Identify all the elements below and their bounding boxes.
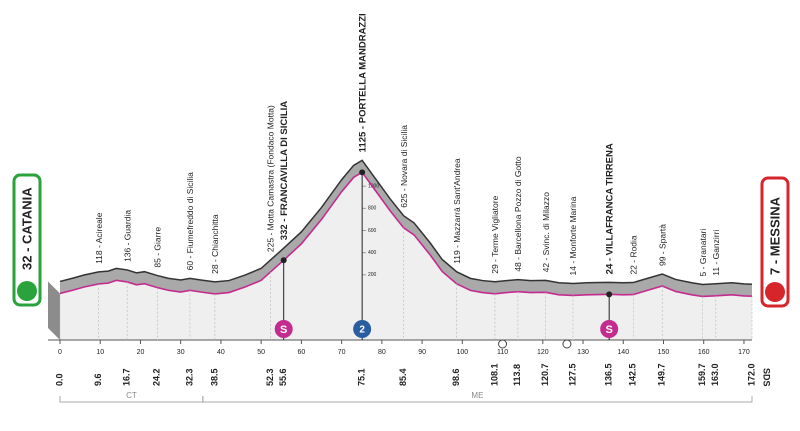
- km-tick-label: 50: [257, 349, 265, 356]
- waypoint-label: 1125 - PORTELLA MANDRAZZI: [358, 13, 369, 152]
- waypoint-label: 332 - FRANCAVILLA DI SICILIA: [279, 101, 290, 240]
- km-label: 75.1: [357, 368, 367, 386]
- elevation-tick-label: 400: [368, 250, 377, 256]
- km-label: 142.5: [628, 363, 638, 386]
- kom-label: 2: [359, 325, 365, 336]
- km-label: 108.1: [489, 363, 499, 386]
- start-label: 32 - CATANIA: [19, 187, 34, 270]
- km-tick-label: 70: [338, 349, 346, 356]
- waypoint-dot: [606, 291, 613, 298]
- km-tick-label: 130: [577, 349, 589, 356]
- timing-icon: [562, 339, 572, 349]
- waypoint-label: 625 - Novara di Sicilia: [399, 125, 409, 208]
- waypoint-label: 60 - Fiumefreddo di Sicilia: [185, 172, 195, 271]
- km-tick-label: 60: [297, 349, 305, 356]
- km-label: 127.5: [567, 363, 577, 386]
- timing-icon: [498, 339, 508, 349]
- waypoint-label: 11 - Ganzirri: [711, 230, 721, 276]
- waypoint-label: 48 - Barcellona Pozzo di Gotto: [513, 156, 523, 272]
- km-label: 55.6: [278, 368, 288, 386]
- km-tick-label: 170: [738, 349, 750, 356]
- waypoint-label: 22 - Rodia: [629, 235, 639, 274]
- waypoint-label: 14 - Monforte Marina: [568, 196, 578, 275]
- km-tick-label: 140: [617, 349, 629, 356]
- finish-sign: [760, 176, 790, 308]
- km-label: 16.7: [122, 368, 132, 386]
- waypoint-label: 29 - Terme Vigliatore: [490, 195, 500, 273]
- km-label: 113.8: [512, 364, 522, 386]
- km-label: 163.0: [710, 363, 720, 386]
- finish-icon: [765, 282, 785, 302]
- waypoint-label: 42 - Svinc. di Milazzo: [541, 192, 551, 273]
- province-bracket: [202, 396, 753, 403]
- elevation-tick-label: 200: [368, 272, 377, 278]
- km-tick-label: 150: [658, 349, 670, 356]
- km-label: 98.6: [451, 368, 461, 386]
- waypoint-label: 119 - Mazzarrà Sant'Andrea: [452, 158, 462, 264]
- elevation-tick-label: 1000: [368, 183, 379, 189]
- km-label: 0.0: [54, 373, 64, 386]
- km-label: 24.2: [152, 368, 162, 386]
- km-label: 159.7: [697, 363, 707, 386]
- waypoint-label: 225 - Motta Camastra (Fondaco Motta): [266, 105, 276, 252]
- km-label: 85.4: [398, 368, 408, 386]
- terrain-face: [60, 172, 752, 340]
- km-label: 172.0: [746, 363, 756, 386]
- sprint-label: S: [606, 324, 613, 336]
- province-label: CT: [126, 391, 137, 400]
- start-sign: [12, 173, 42, 307]
- start-icon: [17, 281, 37, 301]
- km-tick-label: 0: [58, 349, 62, 356]
- logo: SDS: [762, 368, 772, 387]
- waypoint-label: 118 - Acireale: [94, 212, 104, 264]
- km-label: 9.6: [93, 373, 103, 386]
- km-tick-label: 120: [537, 349, 549, 356]
- km-label: 149.7: [657, 363, 667, 386]
- terrain-side: [48, 281, 60, 340]
- elevation-tick-label: 600: [368, 228, 377, 234]
- km-tick-label: 10: [96, 349, 104, 356]
- km-label: 136.5: [604, 363, 614, 386]
- terrain-top: [60, 160, 752, 297]
- waypoint-label: 99 - Spartà: [658, 224, 668, 266]
- sprint-icon: [600, 320, 619, 338]
- sprint-icon: [274, 320, 293, 338]
- waypoint-dot: [359, 169, 366, 176]
- km-tick-label: 30: [177, 349, 185, 356]
- waypoint-label: 28 - Chianchitta: [210, 214, 220, 274]
- km-tick-label: 160: [698, 349, 710, 356]
- province-label: ME: [471, 391, 483, 400]
- km-tick-label: 20: [137, 349, 145, 356]
- waypoint-label: 24 - VILLAFRANCA TIRRENA: [605, 143, 616, 274]
- waypoint-label: 136 - Guardia: [122, 210, 132, 262]
- sprint-label: S: [280, 324, 287, 336]
- waypoint-dot: [280, 257, 287, 264]
- km-tick-label: 90: [418, 349, 426, 356]
- waypoint-label: 5 - Granatari: [698, 229, 708, 277]
- km-tick-label: 80: [378, 349, 386, 356]
- elevation-tick-label: 800: [368, 206, 377, 212]
- km-label: 120.7: [540, 363, 550, 386]
- km-tick-label: 110: [497, 349, 508, 356]
- km-label: 32.3: [184, 368, 194, 386]
- km-tick-label: 40: [217, 349, 225, 356]
- finish-label: 7 - MESSINA: [767, 196, 782, 275]
- km-label: 52.3: [265, 368, 275, 386]
- waypoint-label: 85 - Giarre: [153, 227, 163, 268]
- kom-icon: [353, 320, 372, 338]
- km-tick-label: 100: [456, 349, 468, 356]
- km-label: 38.5: [209, 368, 219, 386]
- terrain-ridge: [59, 159, 753, 286]
